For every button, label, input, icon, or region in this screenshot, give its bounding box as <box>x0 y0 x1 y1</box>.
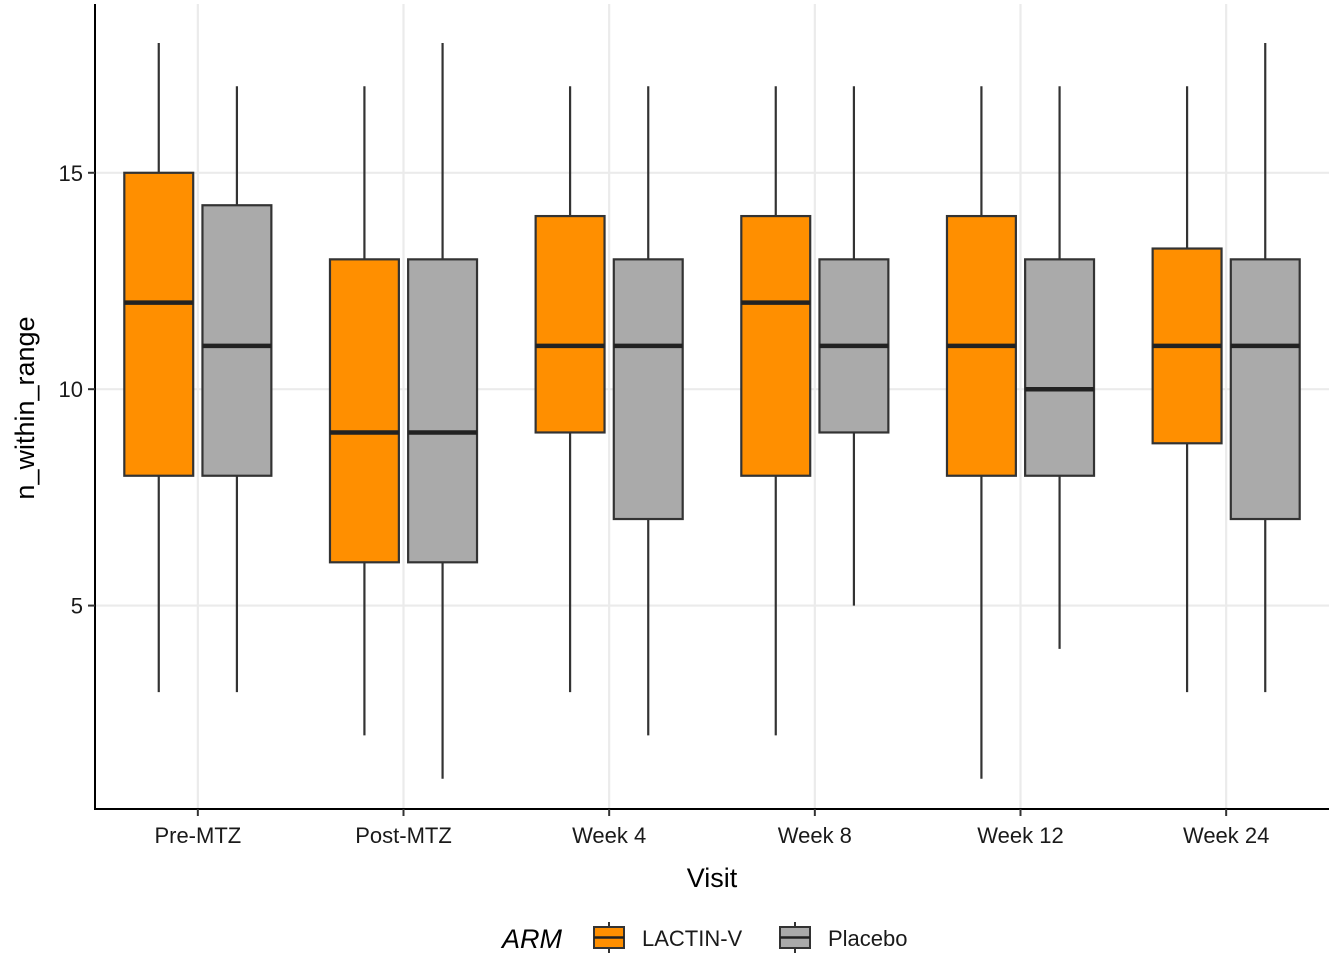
box-1-5 <box>1229 42 1301 693</box>
y-tick-label: 5 <box>71 594 83 619</box>
tick-marks: 5 10 15 Pre-MTZ Post-MTZ Week 4 Week 8 Week 12 W… <box>59 161 1270 848</box>
box-1-2 <box>612 86 684 736</box>
legend-title: ARM <box>500 924 563 954</box>
y-tick-label: 15 <box>59 161 83 186</box>
box-0-3 <box>740 86 812 736</box>
box-1-1 <box>407 42 479 779</box>
box-body <box>123 171 195 477</box>
box-0-2 <box>534 86 606 693</box>
x-axis-title: Visit <box>687 863 738 893</box>
legend-label: LACTIN-V <box>642 926 743 951</box>
box-body <box>201 204 273 477</box>
box-body <box>740 214 812 477</box>
x-tick-label: Week 4 <box>572 823 646 848</box>
legend-key-1: Placebo <box>779 922 908 953</box>
box-body <box>534 214 606 434</box>
box-body <box>407 258 479 564</box>
legend-label: Placebo <box>828 926 908 951</box>
x-tick-label: Post-MTZ <box>355 823 452 848</box>
legend: ARM LACTIN-V Placebo <box>500 922 908 954</box>
x-tick-label: Week 12 <box>977 823 1063 848</box>
box-1-0 <box>201 86 273 693</box>
box-0-0 <box>123 42 195 693</box>
box-1-4 <box>1024 86 1096 649</box>
x-tick-label: Week 24 <box>1183 823 1269 848</box>
y-axis-title: n_within_range <box>10 316 40 499</box>
axes <box>94 4 1329 810</box>
box-0-4 <box>945 86 1017 779</box>
box-0-5 <box>1151 86 1223 693</box>
box-body <box>1024 258 1096 477</box>
x-tick-label: Week 8 <box>778 823 852 848</box>
legend-key-0: LACTIN-V <box>593 922 743 953</box>
box-0-1 <box>328 86 400 736</box>
box-1-3 <box>818 86 890 606</box>
box-body <box>328 258 400 564</box>
grid-lines <box>95 4 1329 809</box>
y-tick-label: 10 <box>59 377 83 402</box>
box-body <box>612 258 684 521</box>
box-series <box>123 42 1301 779</box>
box-body <box>1229 258 1301 521</box>
x-tick-label: Pre-MTZ <box>154 823 241 848</box>
